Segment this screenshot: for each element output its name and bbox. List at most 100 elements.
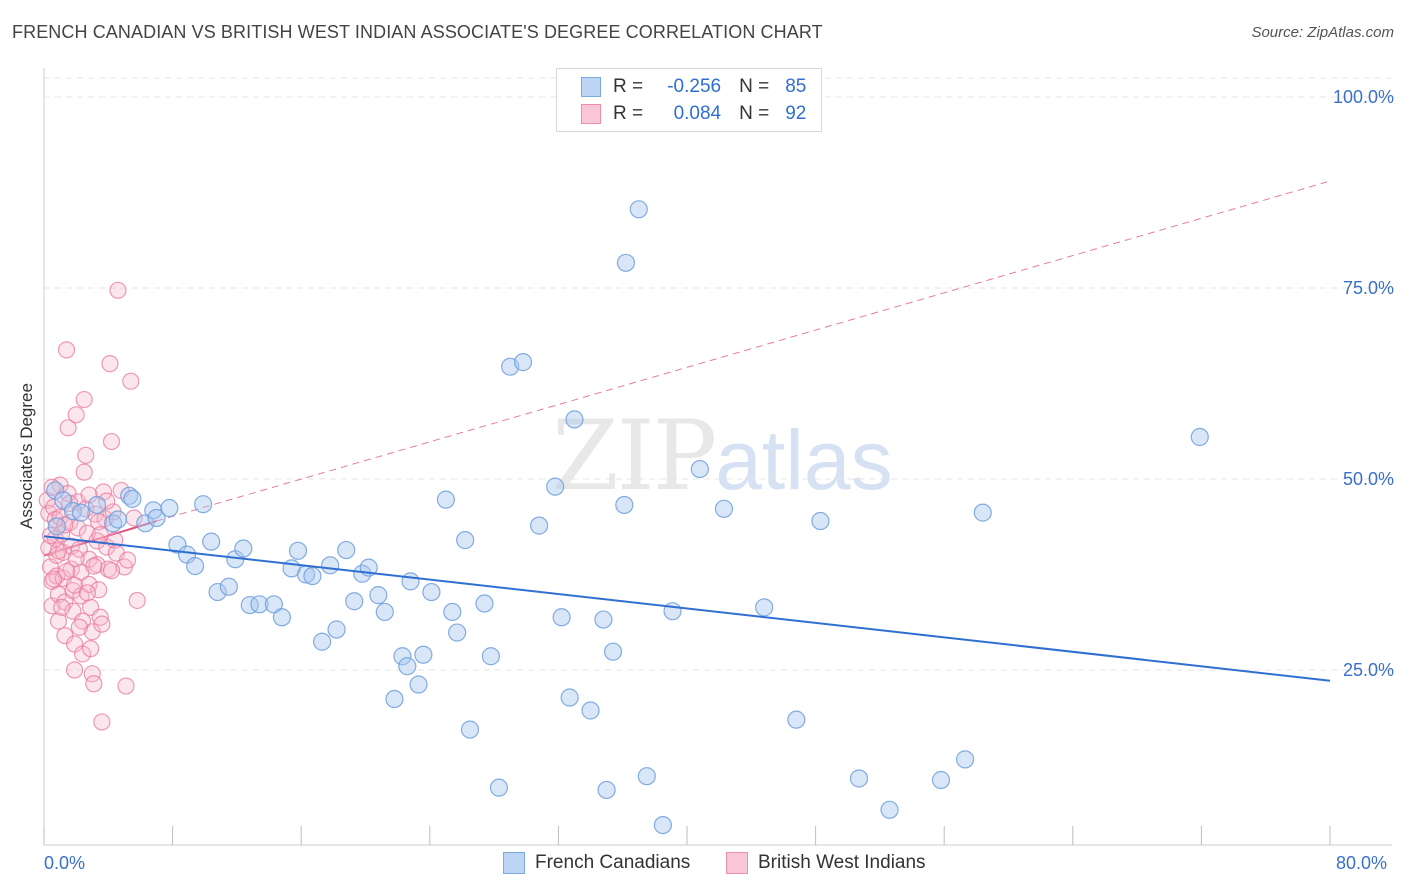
french-canadians-point <box>787 710 806 729</box>
british-west-indians-point <box>67 549 85 568</box>
french-canadians-point <box>234 539 253 558</box>
r-label: R = <box>613 103 644 124</box>
french-canadians-point <box>147 508 166 528</box>
french-canadians-point <box>337 540 356 560</box>
french-canadians-point <box>560 688 579 707</box>
british-west-indians-point <box>118 551 137 569</box>
french-canadians-point <box>755 598 774 617</box>
legend-item-french-canadians: French Canadians <box>503 850 690 876</box>
british-west-indians-point <box>109 281 127 299</box>
french-canadians-point <box>456 531 475 550</box>
british-west-indians-point <box>117 677 135 695</box>
french-canadians-point <box>581 701 600 720</box>
french-canadians-point <box>603 642 623 661</box>
french-canadians-point <box>219 577 238 596</box>
pink-trend-extension <box>156 180 1331 522</box>
french-canadians-point <box>955 750 975 769</box>
french-canadians-point <box>168 535 187 554</box>
french-canadians-point <box>375 602 394 622</box>
french-canadians-point <box>481 647 500 666</box>
british-west-indians-point <box>101 355 119 373</box>
british-west-indians-point <box>53 598 71 616</box>
legend-label: French Canadians <box>535 852 691 873</box>
french-canadians-point <box>546 477 565 496</box>
x-tick-label-max: 80.0% <box>1336 853 1388 873</box>
french-canadians-point <box>202 532 221 551</box>
french-canadians-point <box>811 511 830 531</box>
british-west-indians-point <box>102 562 121 580</box>
french-canadians-point <box>880 800 899 819</box>
french-canadians-point <box>321 556 340 575</box>
french-canadians-point <box>637 767 656 786</box>
french-canadians-point <box>475 594 494 613</box>
french-canadians-point <box>530 516 549 535</box>
british-west-indians-point <box>90 581 108 599</box>
british-west-indians-point <box>65 576 84 594</box>
french-canadians-point <box>690 459 709 479</box>
british-west-indians-point <box>67 406 85 424</box>
french-canadians-point <box>120 486 139 505</box>
french-canadians-point <box>71 503 91 522</box>
r-value: 0.084 <box>673 103 722 124</box>
french-canadians-point <box>250 595 269 614</box>
y-tick-label-25: 25.0% <box>1342 660 1394 680</box>
french-canadians-point <box>123 489 142 508</box>
french-canadians-point <box>208 582 227 602</box>
british-west-indians-point <box>57 341 76 359</box>
french-canadians-point <box>160 498 179 518</box>
french-canadians-point <box>1190 427 1209 447</box>
french-canadians-points <box>43 200 1331 835</box>
x-axis <box>43 68 1392 846</box>
french-canadians-point <box>345 592 364 611</box>
british-west-indians-point <box>85 557 103 575</box>
french-canadians-point <box>615 495 634 515</box>
british-west-indians-point <box>41 526 60 545</box>
n-value: 85 <box>785 76 807 97</box>
watermark-zip: ZIP <box>552 400 717 512</box>
legend-item-british-west-indians: British West Indians <box>726 850 926 876</box>
british-west-indians-point <box>45 570 63 588</box>
british-west-indians-point <box>78 584 97 602</box>
british-west-indians-point <box>65 661 84 679</box>
french-canadians-point <box>443 602 462 622</box>
french-canadians-point <box>369 586 388 605</box>
french-canadians-point <box>489 778 509 797</box>
watermark: ZIPatlas <box>552 400 893 512</box>
y-tick-label-100: 100.0% <box>1332 87 1394 107</box>
british-west-indians-point <box>77 446 95 464</box>
british-west-indians-point <box>93 615 111 633</box>
french-canadians-point <box>385 689 404 709</box>
british-west-indians-point <box>93 713 111 731</box>
british-west-indians-point <box>98 492 116 510</box>
french-canadians-point <box>47 517 66 536</box>
french-canadians-point <box>401 572 420 591</box>
french-canadians-point <box>409 675 428 694</box>
british-west-indians-point <box>91 526 109 544</box>
x-tick-label-min: 0.0% <box>44 853 86 873</box>
british-west-indians-point <box>82 640 100 658</box>
british-west-indians-point <box>75 463 93 481</box>
french-canadians-point <box>931 770 951 790</box>
french-canadians-point <box>312 632 332 651</box>
stats-legend: R = -0.256 N = 85 R = 0.084 N = 92 <box>556 68 822 132</box>
french-canadians-point <box>414 645 433 664</box>
n-label: N = <box>739 103 770 124</box>
british-west-indians-point <box>49 612 68 630</box>
british-west-indians-point <box>59 419 77 437</box>
stats-row-british-west-indians: R = 0.084 N = 92 <box>581 101 806 127</box>
y-tick-label-50: 50.0% <box>1342 469 1394 489</box>
french-canadians-point <box>513 353 533 372</box>
french-canadians-point <box>565 410 584 429</box>
french-canadians-point <box>448 623 467 642</box>
pink-swatch <box>581 104 601 124</box>
n-label: N = <box>739 76 770 97</box>
blue-swatch <box>581 77 601 97</box>
french-canadians-point <box>422 582 441 602</box>
british-west-indians-point <box>49 542 68 560</box>
source-credit: Source: ZipAtlas.com <box>1251 24 1394 41</box>
r-value: -0.256 <box>667 76 722 97</box>
y-tick-label-75: 75.0% <box>1342 278 1394 298</box>
french-canadians-point <box>653 815 672 835</box>
french-canadians-point <box>186 556 205 576</box>
